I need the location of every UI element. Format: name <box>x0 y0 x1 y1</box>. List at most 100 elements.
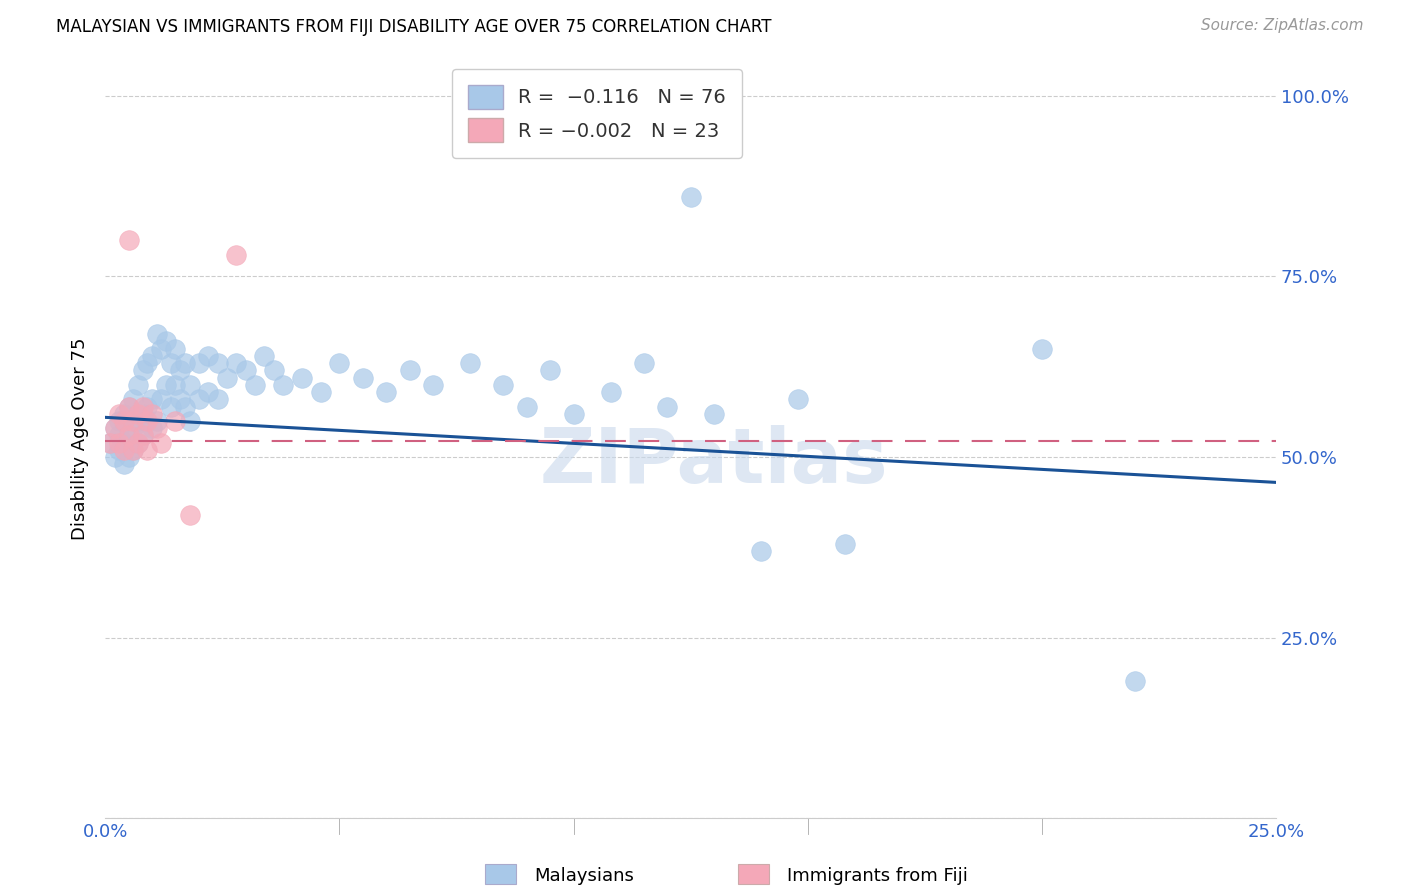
Point <box>150 392 173 407</box>
Point <box>136 400 159 414</box>
Point <box>127 435 149 450</box>
Point <box>131 428 153 442</box>
Point <box>263 363 285 377</box>
Point <box>117 233 139 247</box>
Point <box>112 458 135 472</box>
Point <box>749 544 772 558</box>
Point <box>145 327 167 342</box>
Point <box>150 435 173 450</box>
Point <box>679 190 702 204</box>
Point <box>131 407 153 421</box>
Point <box>117 428 139 442</box>
Point <box>179 508 201 522</box>
Point <box>173 400 195 414</box>
Point <box>108 428 131 442</box>
Point <box>103 421 125 435</box>
Point <box>103 450 125 464</box>
Point <box>141 407 163 421</box>
Point <box>117 450 139 464</box>
Point <box>127 435 149 450</box>
Point <box>136 356 159 370</box>
Point <box>117 400 139 414</box>
Point <box>122 442 145 457</box>
Point <box>112 407 135 421</box>
Point <box>98 435 121 450</box>
Point <box>165 414 187 428</box>
Point <box>291 370 314 384</box>
Point <box>562 407 585 421</box>
Point <box>122 421 145 435</box>
Point <box>173 356 195 370</box>
Point <box>633 356 655 370</box>
Point <box>108 435 131 450</box>
Point <box>834 537 856 551</box>
Point <box>197 349 219 363</box>
Point <box>122 414 145 428</box>
Point <box>117 428 139 442</box>
Point <box>197 385 219 400</box>
Point <box>328 356 350 370</box>
Point <box>787 392 810 407</box>
Point <box>179 414 201 428</box>
Point <box>155 377 177 392</box>
Point <box>103 421 125 435</box>
Point <box>703 407 725 421</box>
Point <box>141 349 163 363</box>
Legend: R =  −0.116   N = 76, R = −0.002   N = 23: R = −0.116 N = 76, R = −0.002 N = 23 <box>453 70 741 158</box>
Y-axis label: Disability Age Over 75: Disability Age Over 75 <box>72 338 89 541</box>
Point <box>122 392 145 407</box>
Point <box>141 392 163 407</box>
Point <box>108 442 131 457</box>
Point <box>131 428 153 442</box>
Point <box>165 377 187 392</box>
Point <box>169 363 191 377</box>
Point <box>398 363 420 377</box>
Point <box>159 400 181 414</box>
Point <box>492 377 515 392</box>
Point <box>108 414 131 428</box>
Point <box>127 377 149 392</box>
Text: ZIPatlas: ZIPatlas <box>540 425 889 499</box>
Point <box>117 400 139 414</box>
Point <box>131 363 153 377</box>
Point <box>136 414 159 428</box>
Point <box>169 392 191 407</box>
Point <box>127 414 149 428</box>
Point <box>225 248 247 262</box>
Point <box>235 363 257 377</box>
Point <box>460 356 482 370</box>
Point <box>657 400 679 414</box>
Text: Malaysians: Malaysians <box>534 867 634 885</box>
Point <box>159 356 181 370</box>
Text: Source: ZipAtlas.com: Source: ZipAtlas.com <box>1201 18 1364 33</box>
Point <box>538 363 561 377</box>
Point <box>271 377 294 392</box>
Point <box>207 392 229 407</box>
Point <box>187 392 209 407</box>
Point <box>98 435 121 450</box>
Point <box>108 407 131 421</box>
Text: MALAYSIAN VS IMMIGRANTS FROM FIJI DISABILITY AGE OVER 75 CORRELATION CHART: MALAYSIAN VS IMMIGRANTS FROM FIJI DISABI… <box>56 18 772 36</box>
Point <box>352 370 374 384</box>
Point <box>207 356 229 370</box>
Point <box>112 414 135 428</box>
Point <box>122 442 145 457</box>
Point <box>225 356 247 370</box>
Point <box>1125 674 1147 689</box>
Point <box>150 342 173 356</box>
Point <box>600 385 623 400</box>
Point <box>145 414 167 428</box>
Point <box>309 385 332 400</box>
Point <box>141 421 163 435</box>
Point <box>145 421 167 435</box>
Text: Immigrants from Fiji: Immigrants from Fiji <box>787 867 969 885</box>
Point <box>165 342 187 356</box>
Point <box>253 349 276 363</box>
Point <box>187 356 209 370</box>
Point <box>155 334 177 349</box>
Point <box>516 400 538 414</box>
Point <box>243 377 266 392</box>
Point <box>422 377 444 392</box>
Point <box>136 442 159 457</box>
Point <box>215 370 238 384</box>
